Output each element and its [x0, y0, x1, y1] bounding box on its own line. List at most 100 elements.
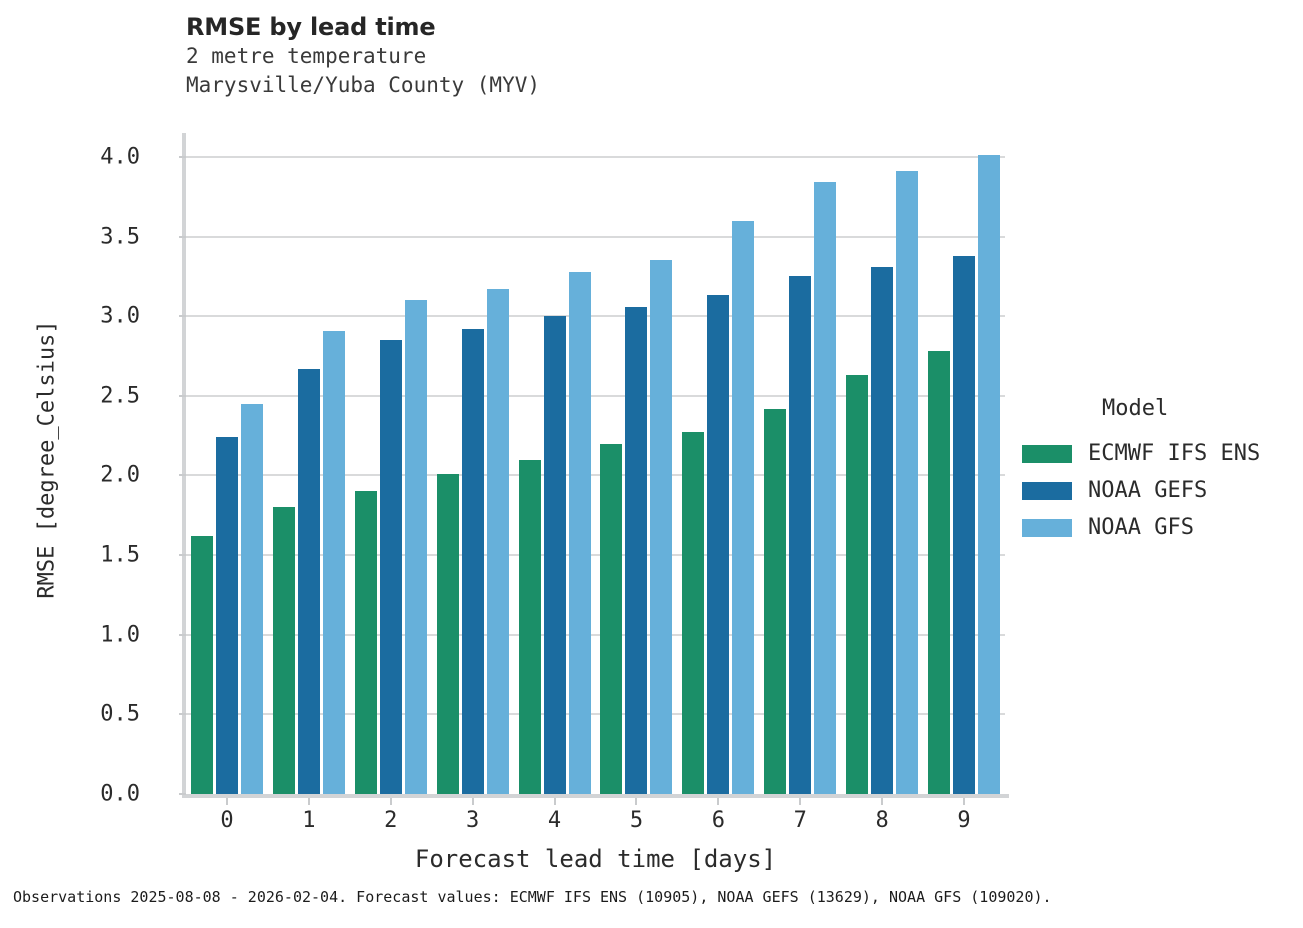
bar-group	[190, 133, 263, 794]
bar[interactable]	[600, 443, 623, 794]
x-tick-mark	[963, 798, 966, 805]
bar[interactable]	[682, 432, 705, 794]
legend-item[interactable]: NOAA GFS	[1022, 509, 1302, 546]
y-tick-mark	[179, 155, 186, 158]
y-tick-label: 3.0	[100, 303, 140, 329]
x-tick-mark	[307, 798, 310, 805]
page-title: RMSE by lead time	[186, 13, 436, 41]
bar[interactable]	[978, 155, 1001, 794]
y-tick-mark	[179, 554, 186, 557]
x-tick-label: 4	[547, 808, 562, 833]
bar-group	[682, 133, 755, 794]
x-tick-label: 8	[875, 808, 889, 833]
x-axis-tick-labels: 0 1 2 3 4 5 6 7 8 9	[186, 798, 1005, 848]
y-tick-label: 0.0	[100, 781, 140, 807]
bar[interactable]	[764, 408, 787, 794]
gridline	[186, 315, 1005, 318]
legend-item[interactable]: NOAA GEFS	[1022, 472, 1302, 509]
gridline	[186, 554, 1005, 557]
bar[interactable]	[486, 289, 509, 794]
bar[interactable]	[953, 255, 976, 794]
y-tick-label: 1.5	[100, 542, 140, 568]
y-tick-mark	[179, 394, 186, 397]
bar[interactable]	[518, 459, 541, 794]
bar-group	[354, 133, 427, 794]
x-tick-label: 3	[466, 808, 480, 833]
gridline	[186, 235, 1005, 238]
y-tick-mark	[179, 633, 186, 636]
y-tick-mark	[179, 713, 186, 716]
legend-swatch-icon	[1022, 518, 1072, 537]
x-tick-label: 9	[957, 808, 971, 833]
bar[interactable]	[568, 271, 591, 794]
y-tick-label: 2.0	[100, 462, 140, 488]
chart-subtitle-location: Marysville/Yuba County (MYV)	[186, 73, 541, 97]
bar-group	[518, 133, 591, 794]
x-tick-mark	[799, 798, 802, 805]
y-tick-label: 3.5	[100, 224, 140, 250]
gridline	[186, 394, 1005, 397]
x-tick-label: 7	[793, 808, 807, 833]
x-tick-mark	[225, 798, 228, 805]
bar[interactable]	[215, 437, 238, 794]
bar[interactable]	[240, 403, 263, 794]
x-tick-mark	[881, 798, 884, 805]
bar[interactable]	[543, 316, 566, 794]
title-block: RMSE by lead time 2 metre temperature Ma…	[186, 12, 986, 100]
bar-group	[436, 133, 509, 794]
gridline	[186, 713, 1005, 716]
x-tick-mark	[717, 798, 720, 805]
x-tick-label: 2	[384, 808, 398, 833]
bar-group	[600, 133, 673, 794]
x-tick-label: 5	[629, 808, 644, 833]
bar[interactable]	[789, 276, 812, 794]
bar[interactable]	[297, 368, 320, 794]
y-tick-label: 1.0	[100, 622, 140, 648]
bar[interactable]	[379, 340, 402, 794]
x-tick-mark	[389, 798, 392, 805]
bar[interactable]	[871, 266, 894, 794]
bar[interactable]	[272, 507, 295, 794]
x-axis-title: Forecast lead time [days]	[414, 845, 777, 873]
x-tick-mark	[635, 798, 638, 805]
bar[interactable]	[896, 171, 919, 794]
x-tick-mark	[553, 798, 556, 805]
legend-swatch-icon	[1022, 481, 1072, 500]
bar-group	[846, 133, 919, 794]
chart-subtitle-variable: 2 metre temperature	[186, 44, 427, 68]
bar[interactable]	[650, 260, 673, 794]
bar[interactable]	[732, 220, 755, 794]
footer-note: Observations 2025-08-08 - 2026-02-04. Fo…	[13, 888, 1052, 906]
gridline	[186, 155, 1005, 158]
bar[interactable]	[322, 330, 345, 794]
y-tick-label: 2.5	[100, 383, 140, 409]
bar-group	[928, 133, 1001, 794]
legend: Model ECMWF IFS ENS NOAA GEFS NOAA GFS	[1022, 396, 1302, 546]
x-tick-label: 0	[220, 808, 234, 833]
legend-item-label: ECMWF IFS ENS	[1088, 441, 1261, 466]
legend-item-label: NOAA GFS	[1088, 515, 1194, 540]
plot-area	[186, 133, 1005, 794]
bar[interactable]	[625, 306, 648, 794]
bar[interactable]	[928, 351, 951, 794]
bar[interactable]	[707, 295, 730, 794]
bar[interactable]	[436, 473, 459, 794]
bar[interactable]	[190, 535, 213, 794]
bar[interactable]	[814, 182, 837, 794]
legend-item[interactable]: ECMWF IFS ENS	[1022, 435, 1302, 472]
y-tick-mark	[179, 315, 186, 318]
bar[interactable]	[846, 375, 869, 794]
bar[interactable]	[354, 491, 377, 794]
gridline	[186, 633, 1005, 636]
y-axis-tick-labels: 0.0 0.5 1.0 1.5 2.0 2.5 3.0 3.5 4.0	[0, 133, 186, 807]
y-tick-mark	[179, 235, 186, 238]
bar[interactable]	[404, 300, 427, 794]
legend-swatch-icon	[1022, 444, 1072, 463]
bar[interactable]	[461, 328, 484, 794]
y-tick-label: 4.0	[100, 144, 140, 170]
y-axis-title: RMSE [degree_Celsius]	[34, 320, 60, 599]
legend-item-label: NOAA GEFS	[1088, 478, 1208, 503]
x-tick-label: 1	[302, 808, 316, 833]
bar-group	[764, 133, 837, 794]
